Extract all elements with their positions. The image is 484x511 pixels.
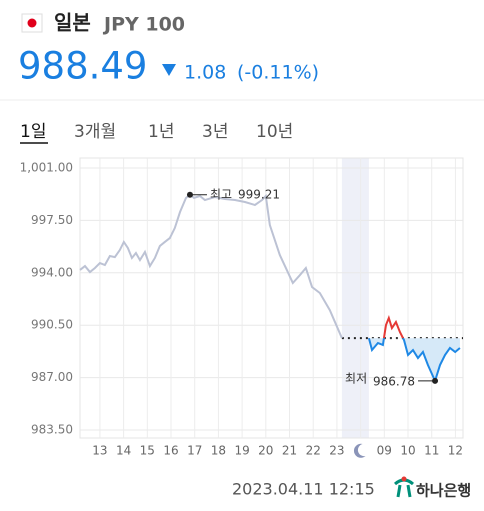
y-tick-label: 997.50 xyxy=(31,213,73,227)
x-tick-label: 13 xyxy=(92,444,107,458)
tab[interactable]: 10년 xyxy=(256,122,293,142)
x-tick-label: 22 xyxy=(306,444,321,458)
bank-name: 하나은행 xyxy=(416,482,471,500)
annotation-value: 999.21 xyxy=(238,187,280,201)
tab[interactable]: 1년 xyxy=(148,122,174,142)
area-below xyxy=(368,338,460,381)
tab[interactable]: 3년 xyxy=(202,122,228,142)
x-tick-label: 11 xyxy=(424,444,439,458)
closed-band xyxy=(341,158,369,438)
x-tick-label: 09 xyxy=(377,444,392,458)
y-tick-label: 994.00 xyxy=(31,265,73,279)
x-tick-label: 18 xyxy=(211,444,226,458)
x-tick-label: 17 xyxy=(187,444,202,458)
x-tick-label: 23 xyxy=(329,444,344,458)
tab[interactable]: 1일 xyxy=(20,122,46,142)
y-tick-label: 990.50 xyxy=(31,318,73,332)
x-tick-label: 15 xyxy=(140,444,155,458)
y-tick-label: 1,001.00 xyxy=(20,161,73,175)
y-tick-label: 983.50 xyxy=(31,423,73,437)
tab[interactable]: 3개월 xyxy=(74,122,116,142)
change: 1.08 xyxy=(184,62,226,84)
tabs: 1일 3개월 1년 3년 10년 xyxy=(20,122,293,144)
change-percent: (-0.11%) xyxy=(237,62,319,84)
x-tick-label: 16 xyxy=(163,444,178,458)
country: 일본 xyxy=(54,11,91,35)
bank-logo xyxy=(394,478,414,498)
chart: 983.50 987.00 990.50 994.00 997.50 1,001.00 13… xyxy=(20,157,464,458)
moon-icon xyxy=(353,443,366,458)
x-tick-label: 21 xyxy=(282,444,297,458)
x-tick-label: 14 xyxy=(116,444,131,458)
down-arrow xyxy=(162,64,176,76)
flag-sun xyxy=(27,18,37,28)
x-tick-label: 20 xyxy=(258,444,273,458)
timestamp: 2023.04.11 12:15 xyxy=(232,480,375,499)
annotation-value: 986.78 xyxy=(373,374,415,388)
currency: JPY 100 xyxy=(102,14,185,36)
x-tick-label: 10 xyxy=(400,444,415,458)
line-previous xyxy=(79,193,343,339)
line-today-up xyxy=(368,315,405,339)
y-tick-label: 987.00 xyxy=(31,370,73,384)
x-tick-label: 19 xyxy=(234,444,249,458)
line-today-down xyxy=(367,338,461,384)
annotation-label: 최저 xyxy=(345,371,367,385)
plot-frame xyxy=(79,157,464,439)
bank-logo-dot xyxy=(401,476,407,482)
price: 988.49 xyxy=(18,45,147,88)
x-tick-label: 12 xyxy=(448,444,463,458)
annotation-label: 최고 xyxy=(210,187,232,201)
